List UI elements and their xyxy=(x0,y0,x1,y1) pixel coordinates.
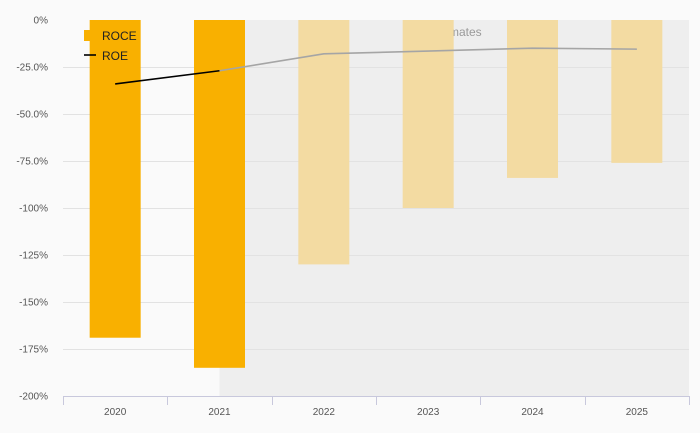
roe-line-actual xyxy=(115,69,220,85)
roce-bar xyxy=(402,20,454,208)
y-tick-label: -200% xyxy=(19,392,48,403)
x-tick-label: 2025 xyxy=(626,407,649,418)
x-tick-label: 2024 xyxy=(521,407,544,418)
roce-bar xyxy=(507,20,558,178)
y-tick-label: -150% xyxy=(19,298,48,309)
y-tick-label: -75.0% xyxy=(16,157,48,168)
roce-bar xyxy=(298,20,350,265)
roce-bar xyxy=(194,20,245,368)
legend-roe-label: ROE xyxy=(102,49,128,63)
x-tick-label: 2020 xyxy=(104,407,127,418)
y-tick-label: -25.0% xyxy=(16,63,48,74)
y-tick-label: -125% xyxy=(19,251,48,262)
legend-roce-swatch xyxy=(84,30,94,41)
y-tick-label: -50.0% xyxy=(16,110,48,121)
x-tick-label: 2022 xyxy=(313,407,336,418)
legend-roce-label: ROCE xyxy=(102,29,137,43)
x-tick-label: 2021 xyxy=(208,407,231,418)
roe-line-estimate xyxy=(219,47,637,72)
roce-bar xyxy=(611,20,663,163)
y-tick-label: -175% xyxy=(19,345,48,356)
y-tick-label: -100% xyxy=(19,204,48,215)
roce-bar xyxy=(89,20,141,338)
x-tick-label: 2023 xyxy=(417,407,440,418)
y-tick-label: 0% xyxy=(34,16,49,27)
